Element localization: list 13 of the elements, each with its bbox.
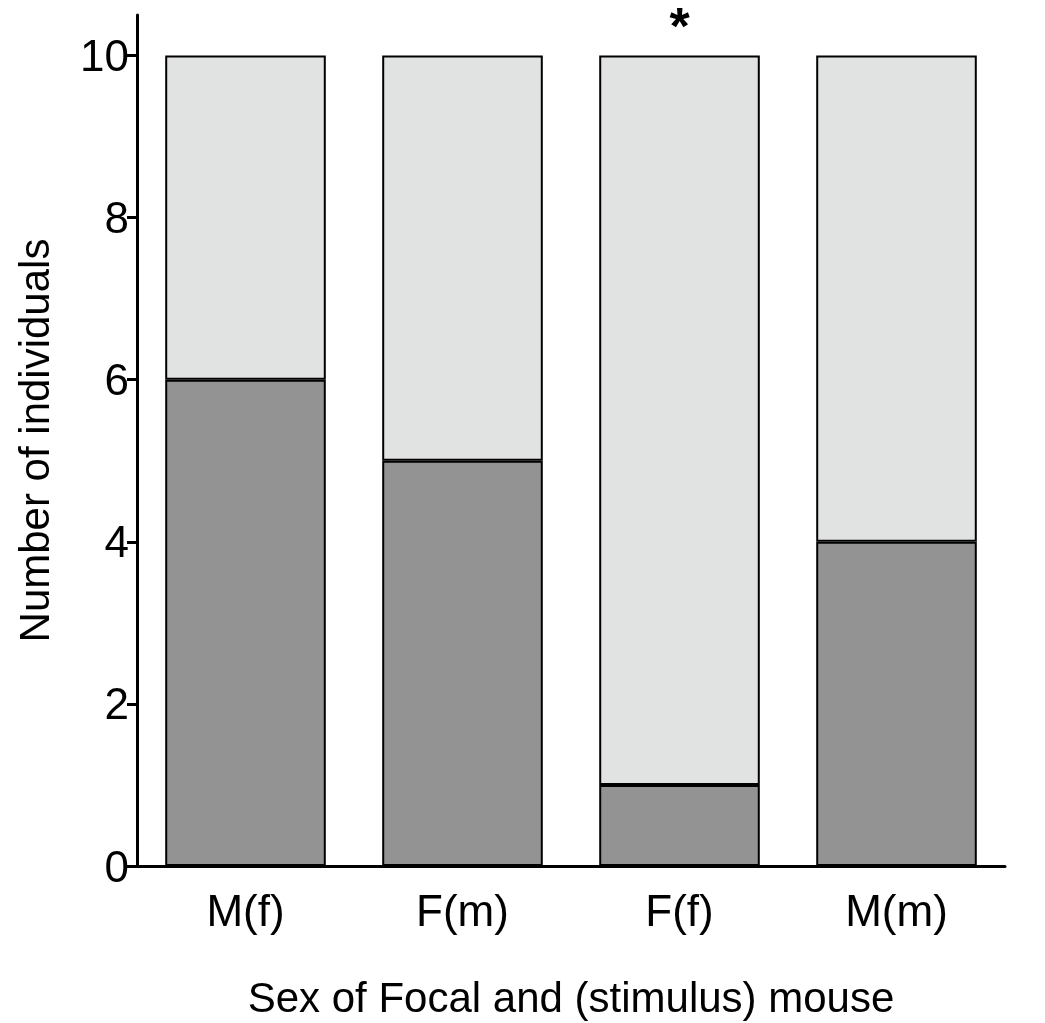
x-tick-label: F(f) [645, 885, 714, 935]
y-tick-label: 2 [104, 679, 129, 729]
x-tick-label: F(m) [416, 885, 509, 935]
annotation: * [669, 0, 691, 55]
x-tick-label: M(m) [845, 885, 948, 935]
y-tick-label: 10 [80, 31, 129, 81]
y-axis-title: Number of individuals [10, 238, 58, 643]
x-axis-title: Sex of Focal and (stimulus) mouse [247, 973, 895, 1021]
y-tick-label: 6 [104, 355, 129, 405]
y-tick-label: 8 [104, 193, 129, 243]
y-tick-label: 0 [104, 841, 129, 891]
x-tick-label: M(f) [206, 885, 285, 935]
y-tick-label: 4 [104, 517, 129, 567]
